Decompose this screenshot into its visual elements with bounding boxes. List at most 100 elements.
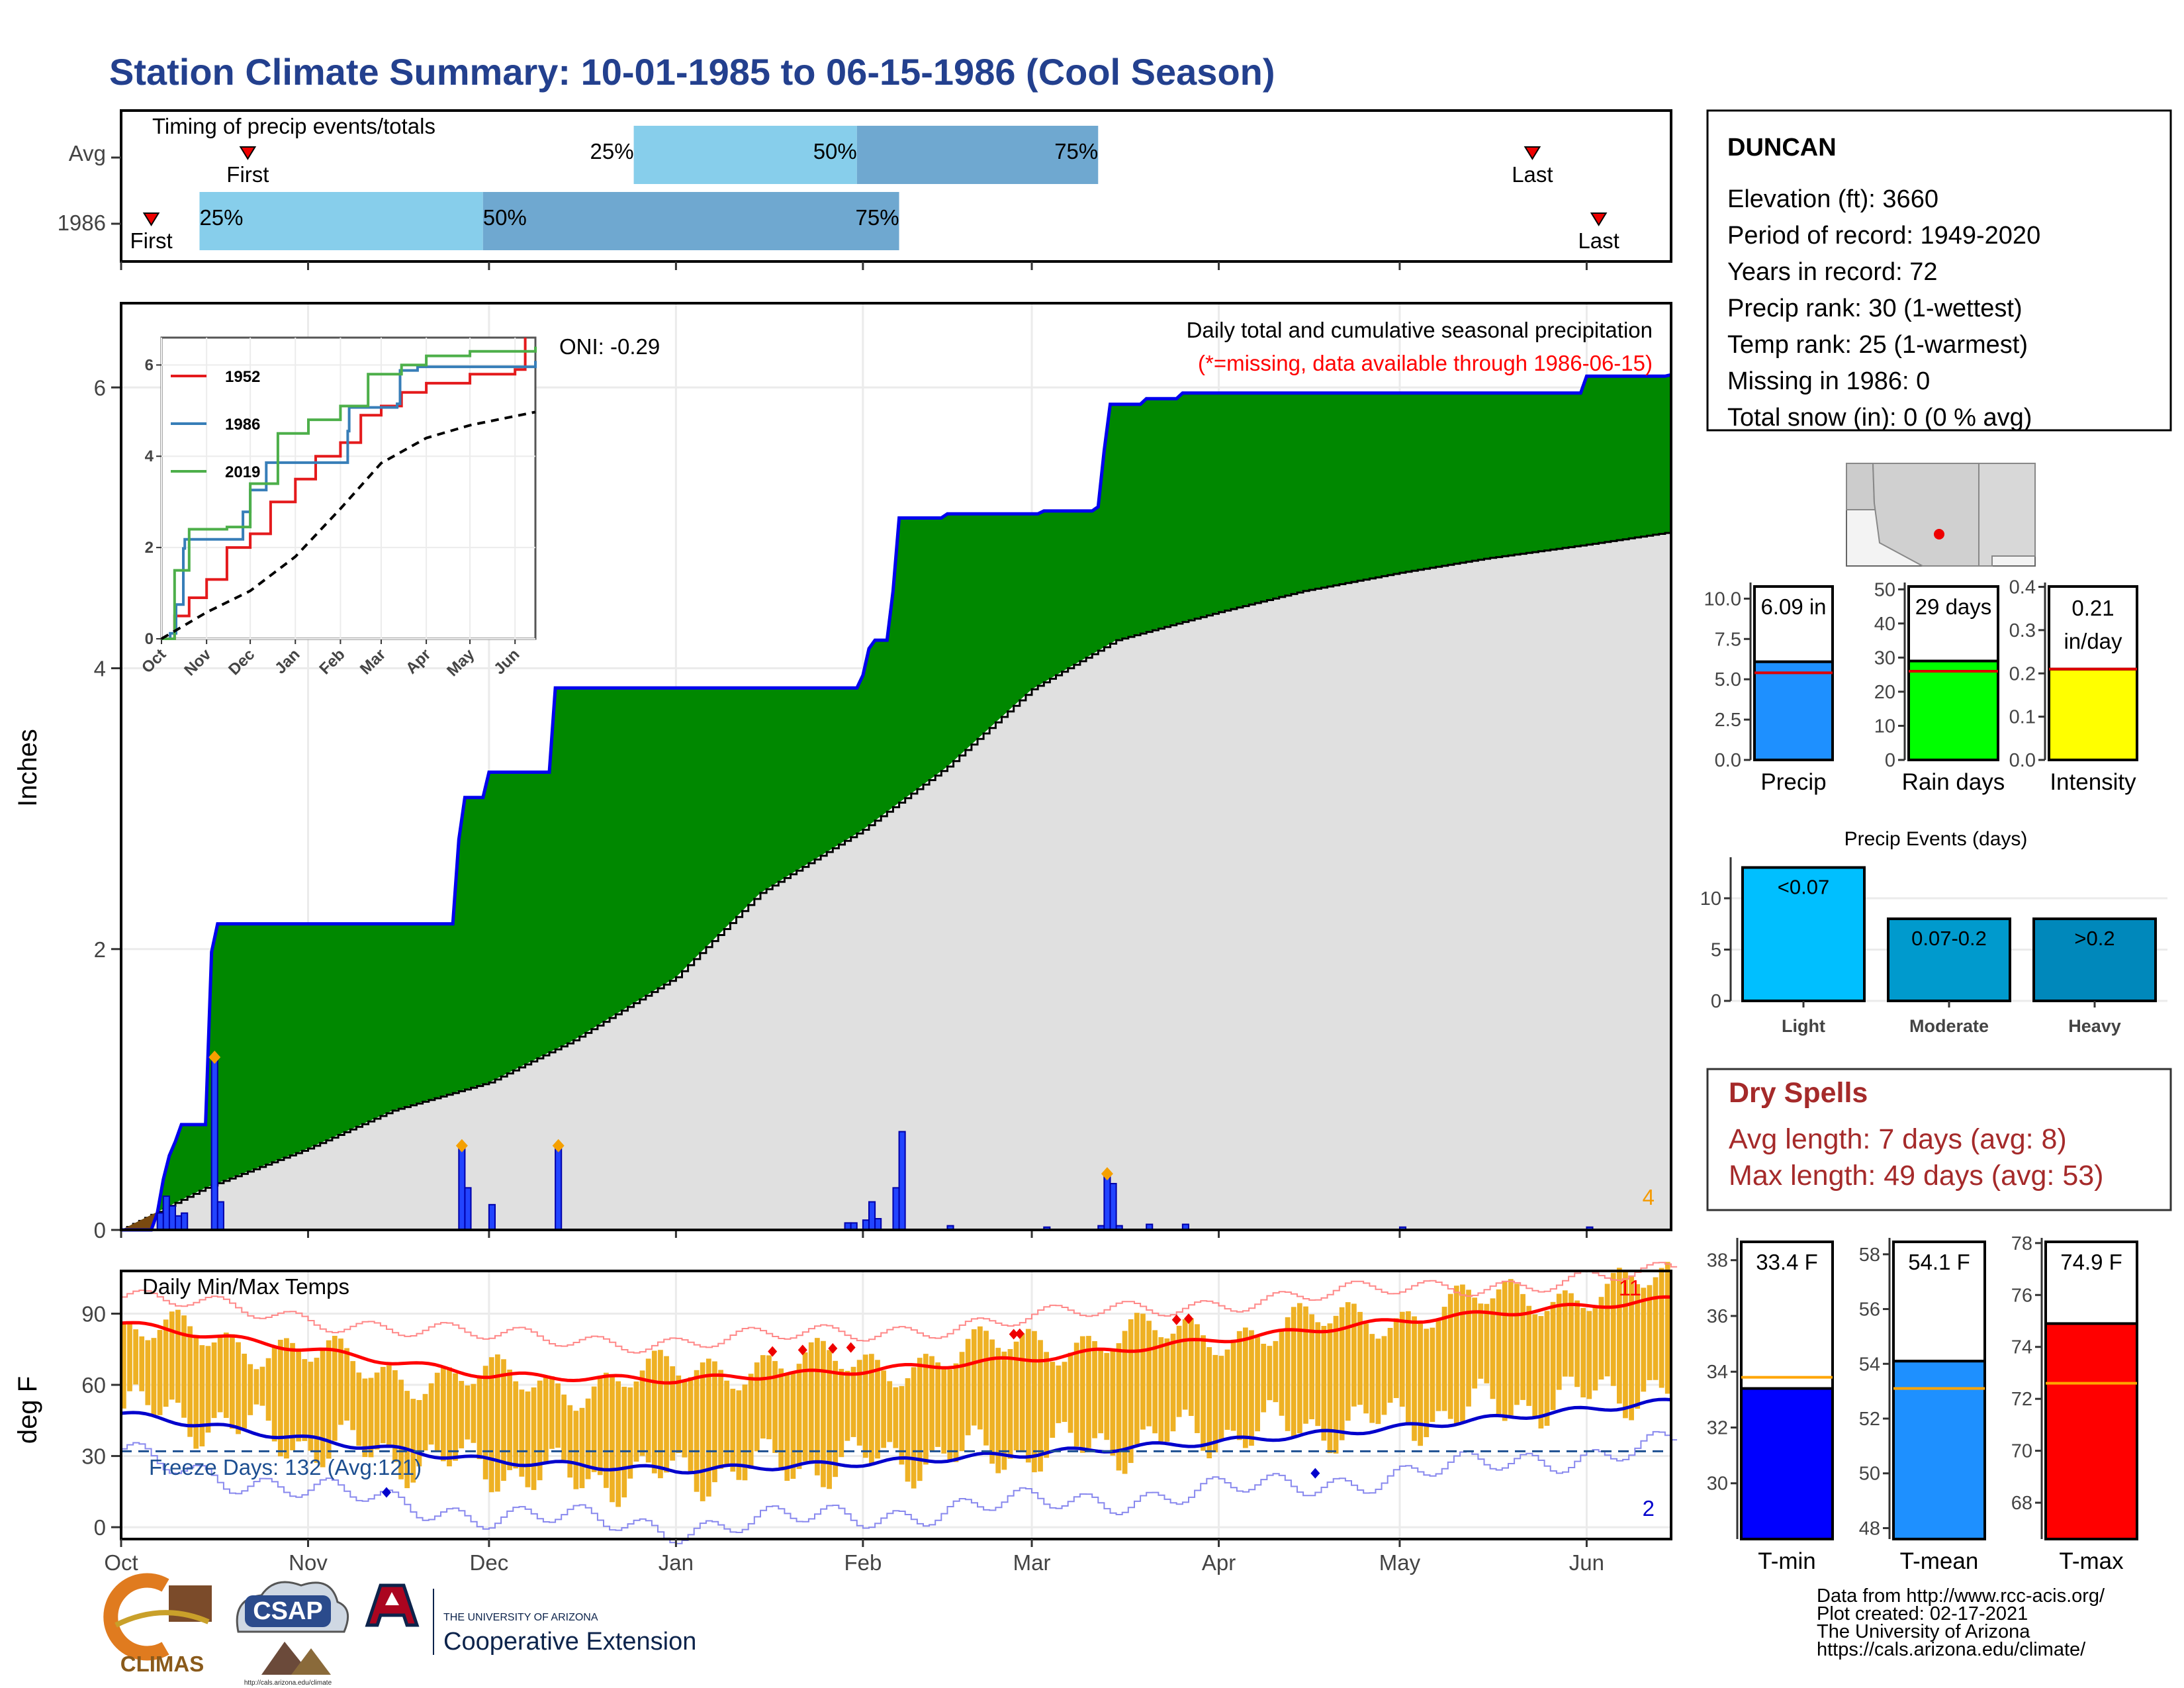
daily-temp-bar xyxy=(585,1398,591,1479)
daily-temp-bar xyxy=(971,1329,977,1426)
daily-precip-bar xyxy=(868,1201,876,1231)
daily-temp-bar xyxy=(1025,1329,1031,1463)
daily-temp-bar xyxy=(965,1338,971,1436)
mini-y-tick-label: 52 xyxy=(1859,1409,1880,1430)
daily-temp-bar xyxy=(1056,1365,1062,1423)
precip-corner-label: 4 xyxy=(1643,1185,1655,1209)
daily-temp-bar xyxy=(610,1375,615,1503)
mini-value-label: 74.9 F xyxy=(2060,1250,2122,1274)
inset-y-tick-label: 4 xyxy=(145,447,154,465)
daily-temp-bar xyxy=(488,1357,494,1493)
record-high-marker xyxy=(846,1342,856,1353)
daily-temp-bar xyxy=(1079,1336,1085,1453)
daily-temp-bar xyxy=(844,1370,850,1441)
temp-y-tick-label: 90 xyxy=(81,1302,106,1327)
daily-temp-bar xyxy=(1447,1293,1453,1419)
timing-bar-late xyxy=(856,126,1099,184)
timing-label-50: 50% xyxy=(483,205,527,230)
daily-temp-bar xyxy=(1387,1327,1393,1403)
daily-temp-bar xyxy=(1653,1277,1659,1380)
daily-temp-bar xyxy=(821,1340,826,1487)
daily-temp-bar xyxy=(1297,1303,1302,1434)
average-cumulative-area xyxy=(121,532,1672,1231)
daily-precip-bar xyxy=(1103,1173,1111,1231)
daily-temp-bar xyxy=(271,1347,277,1442)
daily-temp-bar xyxy=(1176,1325,1182,1417)
daily-temp-bar xyxy=(1013,1341,1019,1451)
daily-temp-bar xyxy=(935,1362,940,1447)
daily-temp-bar xyxy=(1116,1343,1122,1471)
mini-bar-Precip xyxy=(1753,660,1834,761)
precip-y-axis-label: Inches xyxy=(13,729,42,807)
precip-chart-subtitle: (*=missing, data available through 1986-… xyxy=(1198,351,1653,375)
daily-temp-bar xyxy=(199,1345,205,1447)
daily-temp-bar xyxy=(856,1360,862,1446)
daily-temp-bar xyxy=(1068,1352,1073,1433)
daily-temp-bar xyxy=(320,1349,326,1468)
daily-temp-bar xyxy=(145,1340,151,1405)
mini-bar-headroom xyxy=(1753,585,1834,663)
mini-bar-headroom xyxy=(1907,585,1999,663)
precip-events-chart: Precip Events (days) 0 5 10 <0.07 Light 0.07-… xyxy=(1700,828,2167,1036)
daily-temp-bar xyxy=(1345,1302,1351,1421)
daily-temp-bar xyxy=(808,1342,814,1464)
record-high-marker xyxy=(1171,1314,1181,1325)
daily-temp-bar xyxy=(1460,1284,1465,1422)
daily-temp-bar xyxy=(1629,1276,1634,1421)
daily-temp-bar xyxy=(1309,1314,1314,1420)
timing-row-label-year: 1986 xyxy=(58,211,106,235)
record-low-marker xyxy=(1310,1468,1320,1479)
daily-temp-bar xyxy=(1188,1318,1194,1417)
daily-temp-bar xyxy=(850,1366,856,1437)
daily-temp-bar xyxy=(242,1353,248,1429)
daily-temp-bar xyxy=(796,1364,802,1470)
daily-temp-bar xyxy=(181,1315,187,1418)
daily-temp-bar xyxy=(1641,1288,1647,1392)
daily-temp-bar xyxy=(814,1338,820,1476)
daily-temp-bar xyxy=(1508,1279,1514,1416)
events-bar-light xyxy=(1741,866,1866,1002)
daily-temp-bar xyxy=(465,1385,471,1440)
daily-temp-bar xyxy=(827,1350,832,1489)
daily-temp-bar xyxy=(265,1358,271,1421)
mini-y-tick-label: 0.1 xyxy=(2009,707,2036,728)
mini-category-label: T-max xyxy=(2059,1548,2124,1574)
daily-temp-bar xyxy=(1604,1284,1610,1377)
daily-temp-bar xyxy=(217,1336,223,1413)
daily-temp-bar xyxy=(1195,1324,1200,1433)
mini-y-tick-label: 0.4 xyxy=(2009,577,2036,598)
inset-legend-label: 2019 xyxy=(225,463,260,481)
mini-y-tick-label: 72 xyxy=(2011,1389,2032,1410)
daily-temp-bar xyxy=(658,1350,663,1479)
precip-y-tick-label: 2 xyxy=(94,937,106,962)
mini-y-tick-label: 0.0 xyxy=(2009,750,2036,771)
daily-temp-bar xyxy=(923,1354,929,1465)
daily-temp-bar xyxy=(1110,1351,1116,1456)
daily-temp-bar xyxy=(211,1342,217,1419)
mini-y-tick-label: 50 xyxy=(1859,1464,1880,1485)
daily-precip-bar xyxy=(175,1215,183,1231)
events-y-tick-label: 5 xyxy=(1711,940,1721,961)
daily-temp-bar xyxy=(151,1338,157,1416)
daily-temp-bar xyxy=(139,1336,145,1391)
events-bar-label: <0.07 xyxy=(1778,876,1829,899)
daily-temp-bar xyxy=(1363,1323,1369,1414)
daily-temp-bar xyxy=(766,1355,772,1440)
daily-temp-bar xyxy=(868,1354,874,1464)
precip-chart-title: Daily total and cumulative seasonal prec… xyxy=(1187,318,1653,342)
daily-precip-bar xyxy=(458,1145,466,1231)
daily-temp-bar xyxy=(453,1373,458,1461)
daily-temp-bar xyxy=(1249,1330,1254,1446)
timing-last-label: Last xyxy=(1512,162,1553,187)
daily-temp-bar xyxy=(1218,1356,1224,1440)
daily-temp-bar xyxy=(784,1373,790,1481)
events-y-tick-label: 0 xyxy=(1711,991,1721,1012)
station-info-box: DUNCAN Elevation (ft): 3660 Period of re… xyxy=(1706,109,2172,432)
mini-value-label: 54.1 F xyxy=(1908,1250,1970,1274)
daily-temp-bar xyxy=(621,1386,627,1498)
daily-temp-bar xyxy=(778,1368,784,1471)
daily-temp-bar xyxy=(1315,1322,1321,1427)
daily-temp-bar xyxy=(1592,1307,1598,1391)
mini-y-tick-label: 74 xyxy=(2011,1337,2032,1358)
mini-y-tick-label: 56 xyxy=(1859,1299,1880,1321)
